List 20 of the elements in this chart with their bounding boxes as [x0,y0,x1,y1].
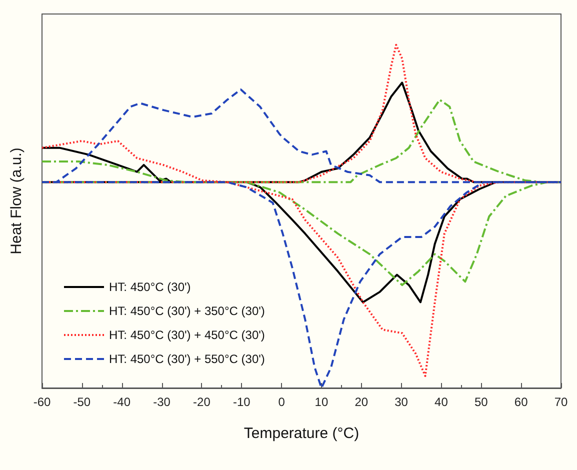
x-tick-label: -50 [73,395,91,409]
x-tick-label: -60 [33,395,51,409]
x-tick-label: -40 [113,395,131,409]
x-tick-label: -30 [153,395,171,409]
x-tick-label: 10 [314,395,328,409]
x-axis-title: Temperature (°C) [244,425,360,442]
legend-label: HT: 450°C (30') + 550°C (30') [109,352,265,366]
legend-label: HT: 450°C (30') + 350°C (30') [109,304,265,318]
x-tick-label: 60 [514,395,528,409]
x-tick-label: 20 [354,395,368,409]
x-tick-label: 0 [278,395,286,409]
x-tick-label: 70 [554,395,568,409]
x-tick-label: 30 [394,395,408,409]
x-tick-label: 40 [434,395,448,409]
x-tick-label: 50 [474,395,488,409]
x-tick-label: -10 [232,395,251,409]
x-tick-label: -20 [193,395,211,409]
legend-label: HT: 450°C (30') [109,280,191,294]
legend-label: HT: 450°C (30') + 450°C (30') [109,328,265,342]
y-axis-title: Heat Flow (a.u.) [8,148,25,254]
